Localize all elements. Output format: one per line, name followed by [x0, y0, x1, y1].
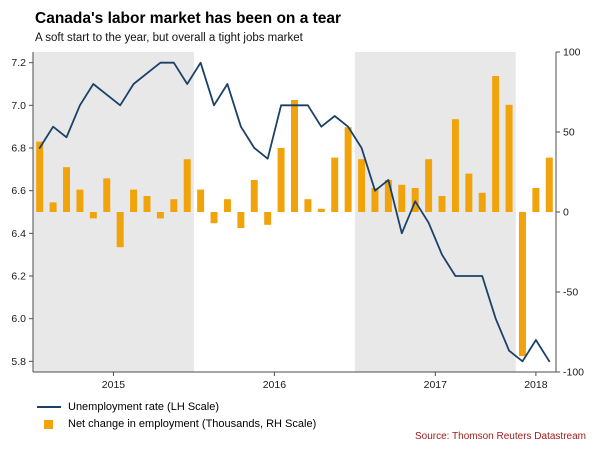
svg-text:-50: -50: [563, 287, 578, 299]
svg-text:50: 50: [563, 127, 575, 139]
svg-text:2015: 2015: [102, 379, 126, 391]
svg-text:6.2: 6.2: [11, 271, 26, 283]
legend-item-employment: Net change in employment (Thousands, RH …: [37, 417, 316, 431]
svg-text:100: 100: [563, 47, 581, 59]
bar-swatch-icon: [44, 419, 53, 429]
legend-label-employment: Net change in employment (Thousands, RH …: [68, 418, 317, 430]
chart-subtitle: A soft start to the year, but overall a …: [35, 32, 303, 44]
svg-text:2016: 2016: [263, 379, 287, 391]
chart-area: 7.2 7.0 6.8 6.6 6.4 6.2 6.0 5.8 100 50 0 -50 -100 201…: [0, 46, 600, 398]
legend-item-unemployment: Unemployment rate (LH Scale): [37, 400, 316, 414]
svg-text:6.0: 6.0: [11, 313, 26, 325]
svg-text:7.0: 7.0: [11, 100, 26, 112]
svg-text:0: 0: [563, 207, 569, 219]
svg-text:6.8: 6.8: [11, 143, 26, 155]
source-attribution: Source: Thomson Reuters Datastream: [414, 431, 586, 442]
legend-label-unemployment: Unemployment rate (LH Scale): [68, 401, 220, 413]
svg-text:2017: 2017: [424, 379, 448, 391]
svg-text:6.4: 6.4: [11, 228, 26, 240]
labor-market-chart: 7.2 7.0 6.8 6.6 6.4 6.2 6.0 5.8 100 50 0 -50 -100 201…: [11, 47, 584, 392]
chart-title: Canada's labor market has been on a tear: [35, 10, 342, 27]
chart-legend: Unemployment rate (LH Scale) Net change …: [37, 400, 316, 431]
chart-header: Canada's labor market has been on a tear…: [0, 0, 600, 46]
svg-text:2018: 2018: [524, 379, 548, 391]
svg-text:5.8: 5.8: [11, 356, 26, 368]
svg-text:6.6: 6.6: [11, 185, 26, 197]
svg-text:-100: -100: [563, 367, 584, 379]
line-swatch-icon: [37, 406, 61, 408]
svg-text:7.2: 7.2: [11, 57, 26, 69]
